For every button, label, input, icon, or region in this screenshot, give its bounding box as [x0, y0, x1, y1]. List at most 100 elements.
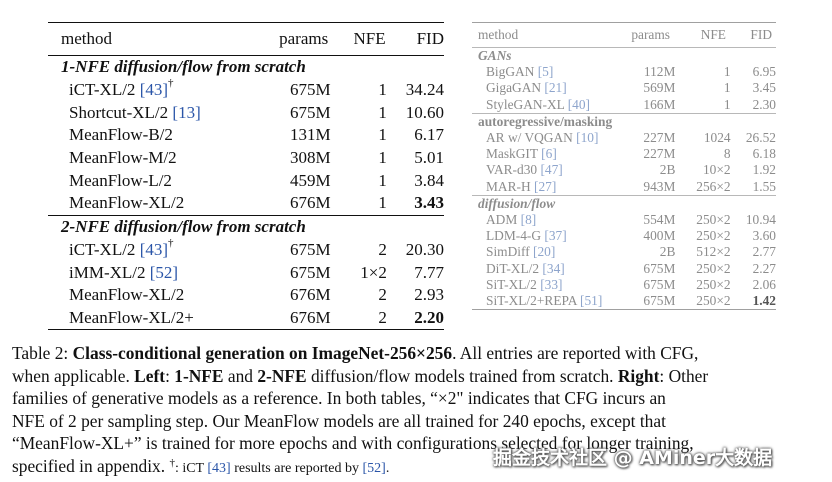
params-cell: 675M: [643, 276, 676, 292]
fid-cell: 2.06: [752, 276, 776, 292]
nfe-cell: 250×2: [696, 292, 731, 308]
table-row: SimDiff [20] 2B 512×2 2.77: [472, 244, 776, 260]
method-cell: SiT-XL/2 [33]: [472, 277, 628, 293]
fid-cell: 6.18: [752, 146, 776, 162]
nfe-cell: 10×2: [702, 162, 731, 178]
nfe-cell: 256×2: [696, 178, 731, 194]
table-row: MeanFlow-M/2 308M 1 5.01: [48, 147, 444, 170]
fid-cell: 2.27: [752, 260, 776, 276]
citation-link[interactable]: [13]: [172, 102, 201, 122]
citation-link[interactable]: [43]: [139, 239, 169, 259]
caption-text: : iCT: [174, 460, 208, 476]
section-rule: [472, 112, 776, 114]
caption-label: Table 2:: [12, 343, 73, 363]
method-name: iCT-XL/2: [69, 80, 140, 100]
citation-link[interactable]: [20]: [533, 244, 556, 260]
method-cell: MeanFlow-M/2: [48, 148, 253, 168]
params-cell: 675M: [290, 80, 331, 100]
fid-cell: 6.95: [752, 64, 776, 80]
fid-cell: 1.55: [752, 178, 776, 194]
params-cell: 675M: [290, 239, 331, 259]
citation-link[interactable]: [34]: [542, 260, 565, 276]
citation-link[interactable]: [43]: [207, 460, 231, 476]
citation-link[interactable]: [33]: [540, 276, 563, 292]
caption-text: . All entries are reported with CFG,: [452, 343, 699, 363]
citation-link[interactable]: [6]: [541, 146, 557, 162]
method-cell: Shortcut-XL/2 [13]: [48, 103, 253, 123]
method-name: MeanFlow-XL/2+: [69, 307, 194, 327]
header-rule: [472, 47, 776, 48]
method-cell: MeanFlow-XL/2: [48, 193, 253, 213]
col-header-method: method: [61, 29, 112, 48]
fid-cell: 2.93: [414, 285, 444, 305]
citation-link[interactable]: [5]: [537, 64, 554, 80]
caption-text: and: [223, 365, 258, 386]
table-row: MeanFlow-B/2 131M 1 6.17: [48, 124, 444, 147]
fid-cell: 5.01: [414, 148, 444, 168]
method-cell: SimDiff [20]: [472, 244, 628, 260]
citation-link[interactable]: [43]: [139, 80, 169, 100]
header-rule: [48, 55, 444, 56]
table-row: BigGAN [5] 112M 1 6.95: [472, 64, 776, 80]
citation-link[interactable]: [27]: [534, 178, 557, 194]
fid-cell: 1.42: [752, 292, 776, 308]
method-cell: ADM [8]: [472, 212, 628, 228]
nfe-cell: 2: [378, 239, 387, 259]
caption-text: specified in appendix.: [12, 455, 170, 476]
params-cell: 227M: [643, 146, 676, 162]
citation-link[interactable]: [47]: [540, 162, 563, 178]
caption-text: : Other: [659, 365, 709, 386]
table-row: MaskGIT [6] 227M 8 6.18: [472, 146, 776, 162]
nfe-cell: 8: [723, 146, 731, 162]
section-rule: [48, 214, 444, 216]
params-cell: 459M: [290, 170, 331, 190]
fid-cell: 6.17: [414, 125, 444, 145]
section-title-text: 2-NFE diffusion/flow from scratch: [61, 217, 306, 237]
method-name: ADM: [486, 211, 521, 227]
params-cell: 2B: [659, 244, 676, 260]
table-row: MeanFlow-L/2 459M 1 3.84: [48, 169, 444, 192]
method-cell: iCT-XL/2 [43]†: [48, 77, 253, 100]
nfe-cell: 1: [723, 96, 731, 112]
method-name: iMM-XL/2: [69, 262, 150, 282]
nfe-cell: 1: [378, 125, 387, 145]
table-row: iMM-XL/2 [52] 675M 1×2 7.77: [48, 261, 444, 284]
table-top-rule: [48, 22, 444, 23]
fid-cell: 7.77: [414, 262, 444, 282]
params-cell: 166M: [643, 96, 676, 112]
params-cell: 675M: [643, 260, 676, 276]
fid-cell: 26.52: [745, 130, 776, 146]
nfe-cell: 1: [378, 102, 387, 122]
citation-link[interactable]: [8]: [520, 211, 537, 227]
citation-link[interactable]: [52]: [362, 460, 386, 476]
citation-link[interactable]: [21]: [544, 80, 567, 96]
method-name: GigaGAN: [486, 80, 545, 96]
method-name: MeanFlow-M/2: [69, 148, 177, 168]
citation-link[interactable]: [37]: [544, 228, 567, 244]
caption-line-4: NFE of 2 per sampling step. Our MeanFlow…: [12, 410, 666, 431]
caption-dagger: †: [169, 456, 175, 469]
nfe-cell: 1: [378, 148, 387, 168]
right-table-body: GANs BigGAN [5] 112M 1 6.95 GigaGAN [21] 569M 1…: [472, 48, 776, 309]
citation-link[interactable]: [51]: [580, 292, 603, 308]
method-cell: VAR-d30 [47]: [472, 162, 628, 178]
nfe-cell: 1: [723, 64, 731, 80]
caption-text: :: [165, 365, 175, 386]
caption-left-word: Left: [134, 365, 166, 386]
method-cell: MeanFlow-XL/2+: [48, 308, 253, 328]
col-header-params: params: [631, 27, 670, 42]
citation-link[interactable]: [10]: [576, 130, 599, 146]
citation-link[interactable]: [40]: [567, 96, 591, 112]
col-header-params: params: [279, 29, 329, 48]
nfe-cell: 1: [378, 193, 387, 213]
table-row: MeanFlow-XL/2 676M 2 2.93: [48, 284, 444, 307]
params-cell: 554M: [643, 211, 676, 227]
method-name: MaskGIT: [486, 146, 542, 162]
table-row: SiT-XL/2 [33] 675M 250×2 2.06: [472, 277, 776, 293]
nfe-cell: 1024: [703, 130, 731, 146]
nfe-cell: 250×2: [696, 228, 731, 244]
caption-line-6: specified in appendix. †: iCT [43] resul…: [12, 455, 818, 481]
table-row: Shortcut-XL/2 [13] 675M 1 10.60: [48, 101, 444, 124]
method-cell: GigaGAN [21]: [472, 80, 628, 96]
citation-link[interactable]: [52]: [149, 262, 179, 282]
